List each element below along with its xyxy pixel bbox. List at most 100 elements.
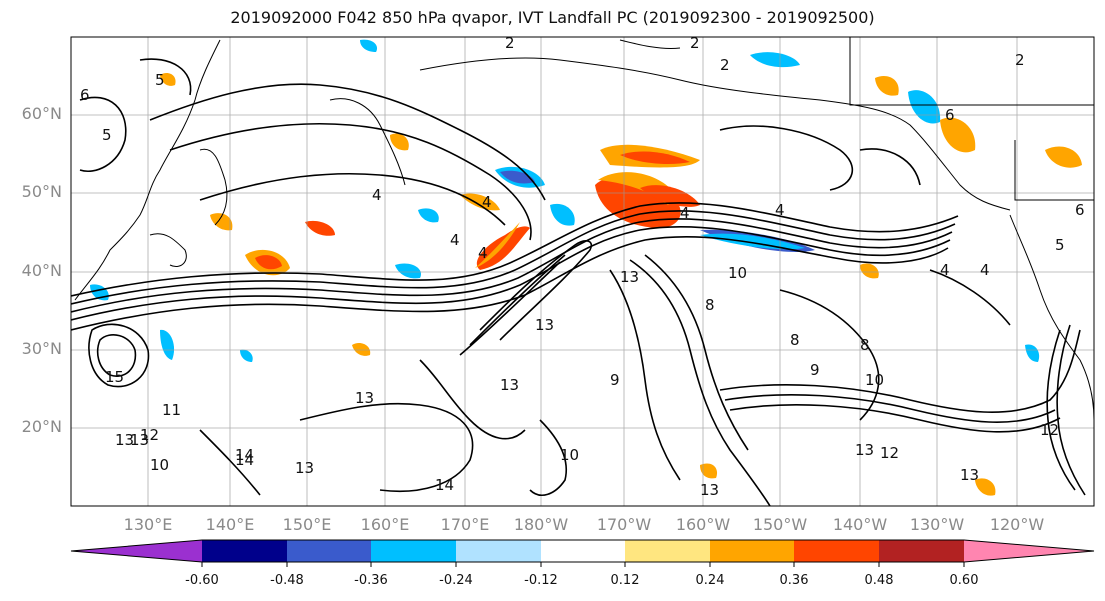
lon-label-150w: 150°W [752,515,808,534]
colorbar-segment-min [71,540,202,562]
contour-label: 13 [295,459,314,477]
colorbar-tick-label: -0.60 [185,573,219,588]
contour-label: 2 [505,34,515,52]
contour-label: 6 [80,86,90,104]
contour-label: 13 [355,389,374,407]
contour-label: 8 [860,336,870,354]
colorbar-segment-max [964,540,1094,562]
anomaly-blob [550,203,575,226]
colorbar-tick-label: 0.60 [949,573,979,588]
colorbar-tick-label: 0.48 [864,573,894,588]
map-border [70,36,1095,507]
lon-label-120w: 120°W [989,515,1045,534]
colorbar-segment [794,540,879,562]
anomaly-blob [1045,146,1082,168]
lon-label-160e: 160°E [360,515,410,534]
contour-label: 2 [690,34,700,52]
lon-label-150e: 150°E [282,515,332,534]
lon-label-130e: 130°E [123,515,173,534]
anomaly-blob [860,263,879,279]
anomaly-blob [975,478,996,496]
contour-label: 9 [810,361,820,379]
contour-label: 13 [500,376,519,394]
anomaly-blob [1025,344,1040,362]
contour-label: 13 [700,481,719,499]
anomaly-blob [160,73,176,86]
lon-label-140w: 140°W [832,515,888,534]
contour-label: 10 [865,371,884,389]
lat-label-40n: 40°N [21,261,62,280]
contour-label: 5 [155,71,165,89]
anomaly-blob [700,233,805,250]
anomaly-blob [940,117,976,153]
coastlines [74,37,1094,421]
ivt-contours [71,58,1086,506]
contour-label: 13 [115,431,134,449]
anomaly-blob [305,220,335,236]
contour-label: 9 [610,371,620,389]
contour-label: 14 [235,451,254,469]
anomaly-fill-layer [90,39,1082,496]
contour-label: 8 [790,331,800,349]
colorbar-tick-label: 0.24 [695,573,725,588]
anomaly-blob [160,329,175,360]
contour-label: 5 [1055,236,1065,254]
lon-label-130w: 130°W [909,515,965,534]
contour-label: 6 [945,106,955,124]
contour-label: 4 [980,261,990,279]
anomaly-blob [240,349,253,362]
contour-label: 6 [1075,201,1085,219]
lat-label-50n: 50°N [21,182,62,201]
contour-label: 4 [372,186,382,204]
colorbar-tick-label: 0.36 [779,573,809,588]
colorbar-tick-label: -0.48 [270,573,304,588]
anomaly-blob [500,170,535,184]
contour-label: 12 [140,426,159,444]
contour-label: 13 [855,441,874,459]
colorbar-segment [456,540,541,562]
lat-label-20n: 20°N [21,417,62,436]
lon-label-160w: 160°W [675,515,731,534]
lon-label-170w: 170°W [596,515,652,534]
colorbar-segment [202,540,287,562]
anomaly-blob [460,193,500,211]
anomaly-blob [395,263,421,279]
lat-label-60n: 60°N [21,104,62,123]
colorbar-segment [541,540,625,562]
contour-label: 10 [560,446,579,464]
contour-label: 12 [880,444,899,462]
contour-label: 13 [960,466,979,484]
gridlines [71,37,1094,506]
anomaly-blob [640,185,700,207]
contour-label: 4 [940,261,950,279]
contour-label: 4 [450,231,460,249]
colorbar [70,539,1095,567]
contour-label: 13 [130,431,149,449]
colorbar-segment [625,540,710,562]
contour-label: 4 [478,244,488,262]
anomaly-blob [700,463,718,479]
contour-label: 11 [162,401,181,419]
contour-label: 13 [620,268,639,286]
lon-label-180w: 180°W [513,515,569,534]
contour-label: 4 [775,201,785,219]
colorbar-tick-label: -0.36 [354,573,388,588]
anomaly-blob [750,52,800,68]
anomaly-blob [255,255,282,270]
colorbar-segment [879,540,964,562]
colorbar-tick-label: -0.24 [439,573,473,588]
contour-label: 10 [150,456,169,474]
anomaly-blob [352,343,371,356]
map-title: 2019092000 F042 850 hPa qvapor, IVT Land… [230,8,875,27]
contour-label: 8 [705,296,715,314]
anomaly-blob [418,208,439,223]
anomaly-blob [620,151,690,164]
anomaly-blob [360,39,378,52]
lat-label-30n: 30°N [21,339,62,358]
contour-label: 5 [102,126,112,144]
colorbar-segment [710,540,794,562]
anomaly-blob [210,213,233,231]
contour-label: 2 [1015,51,1025,69]
lon-label-170e: 170°E [440,515,490,534]
lon-label-140e: 140°E [205,515,255,534]
